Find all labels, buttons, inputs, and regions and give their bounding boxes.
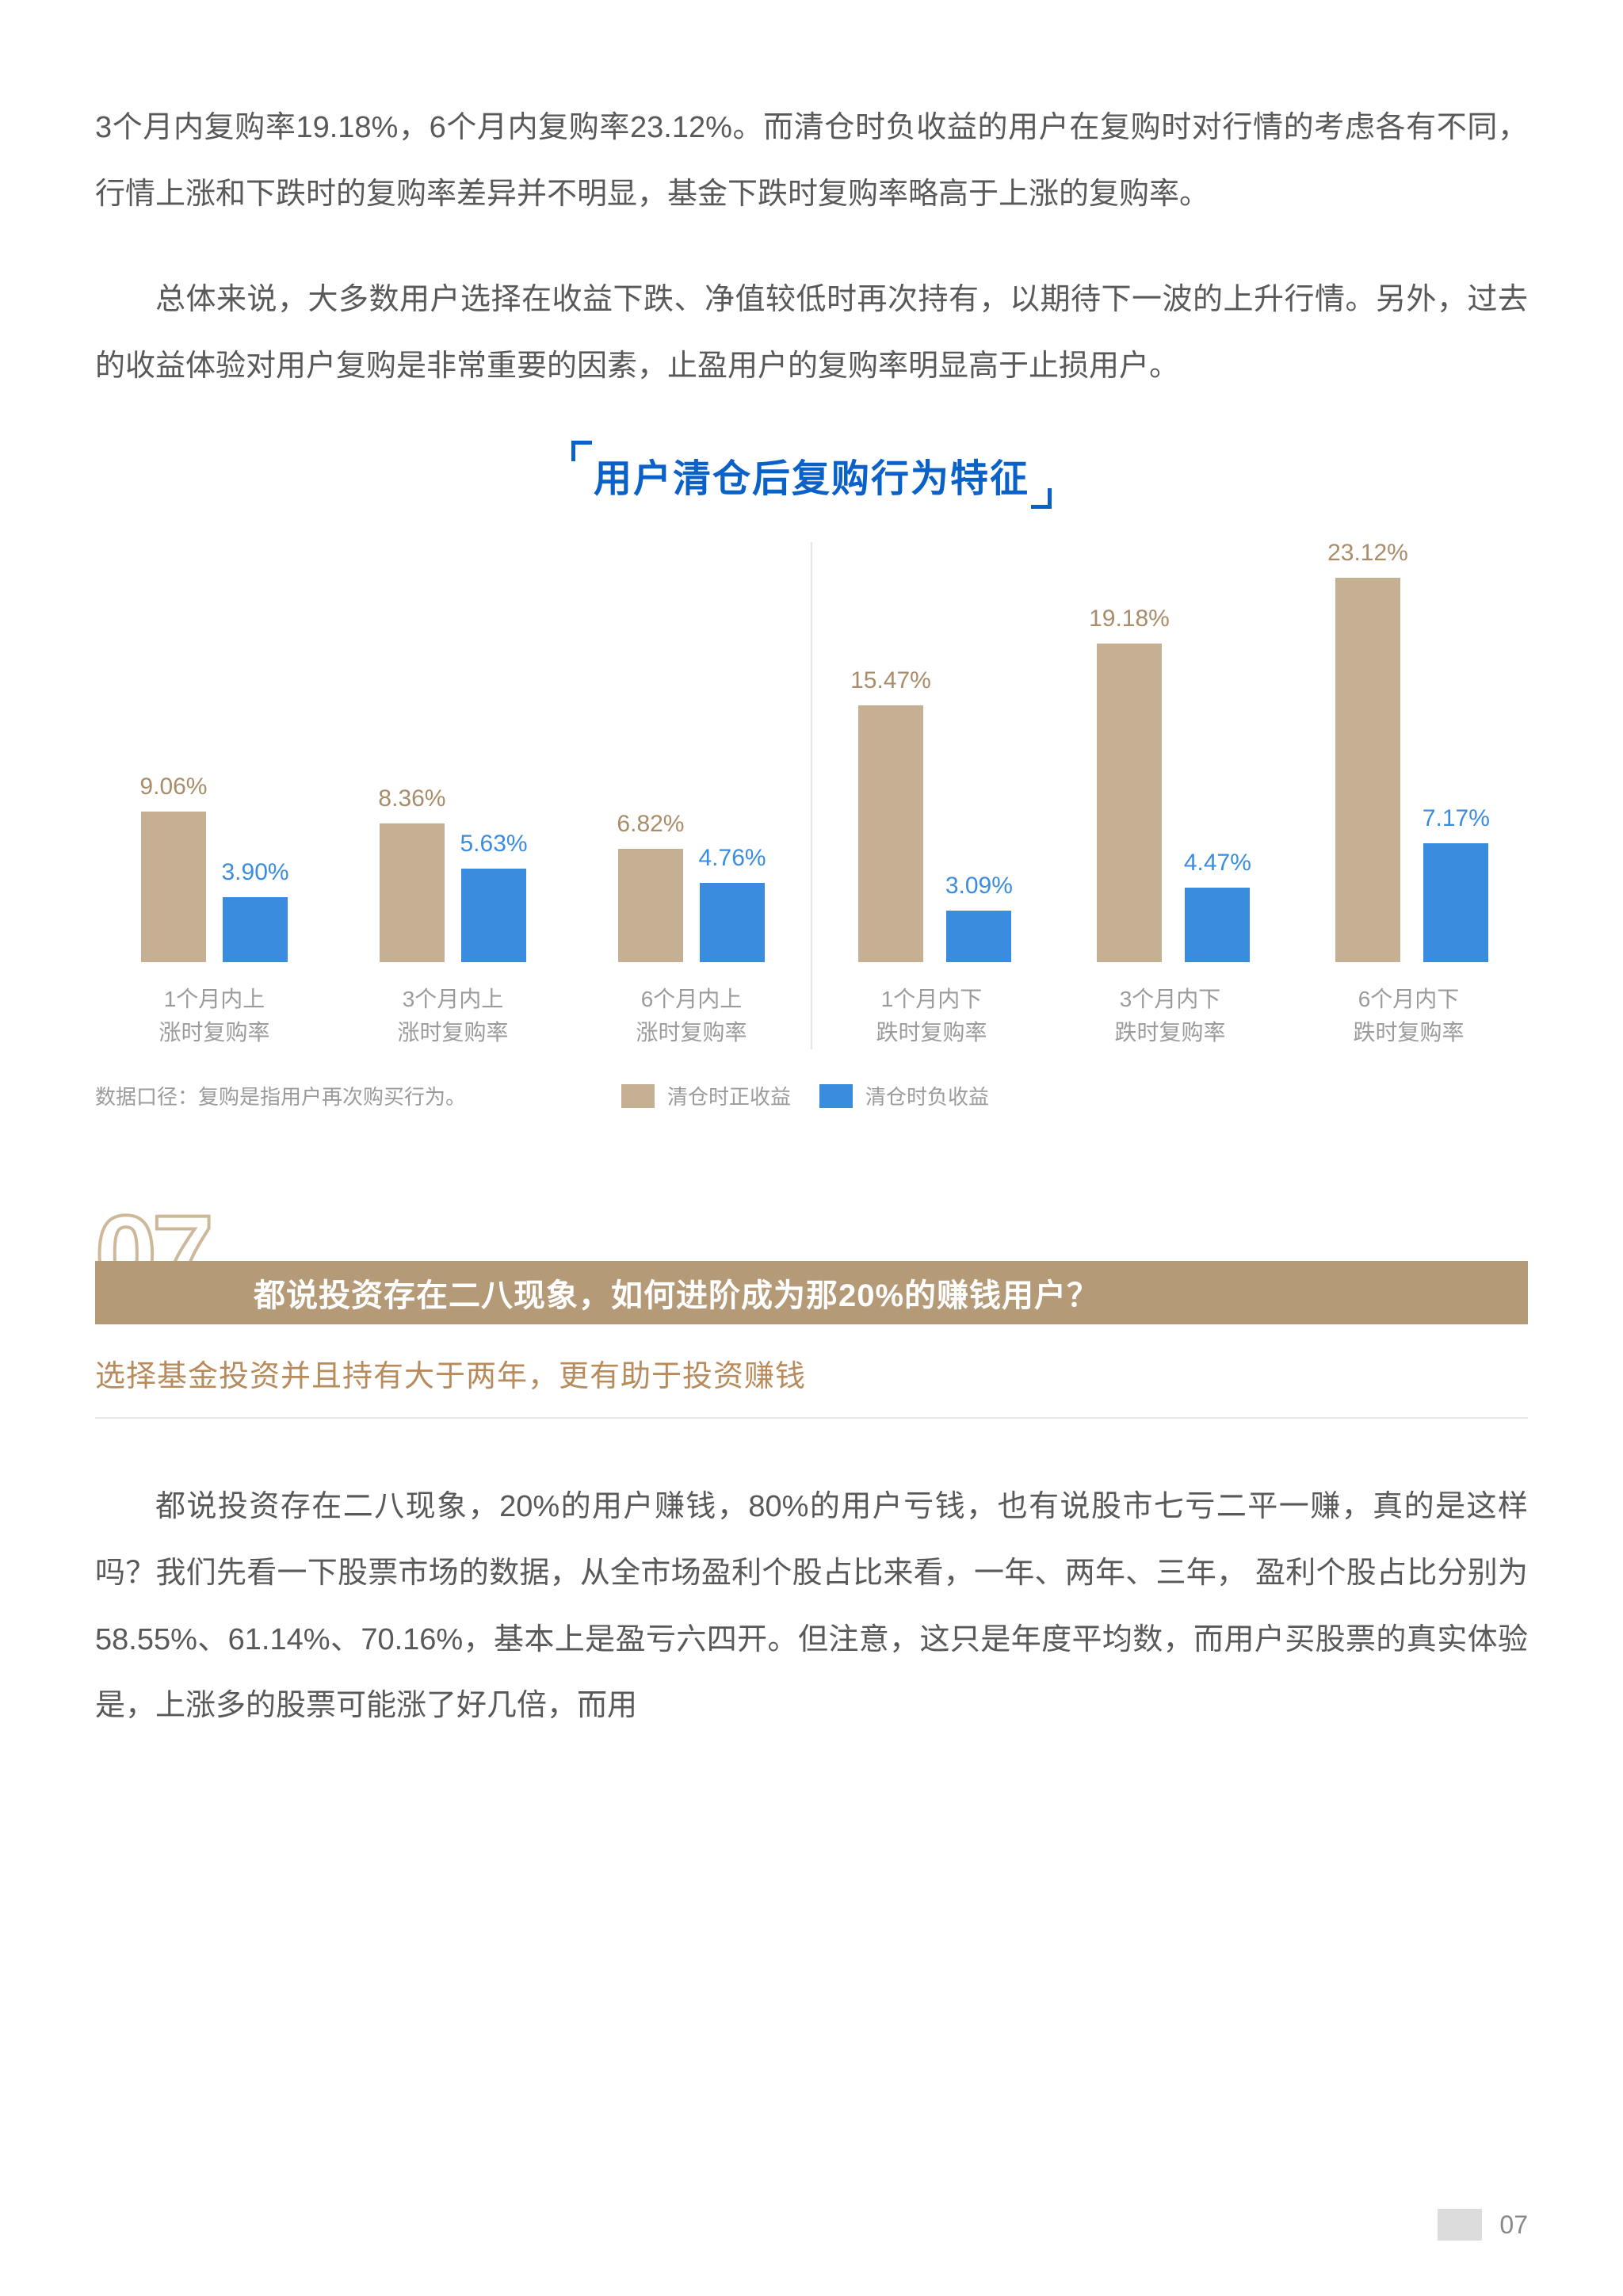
bar-value-label: 5.63% bbox=[460, 831, 528, 858]
bar-positive: 23.12% bbox=[1327, 540, 1408, 962]
bar bbox=[141, 812, 206, 962]
legend-negative: 清仓时负收益 bbox=[819, 1081, 989, 1110]
section-title: 都说投资存在二八现象，如何进阶成为那20%的赚钱用户？ bbox=[254, 1270, 1099, 1316]
x-axis-label: 6个月内下跌时复购率 bbox=[1353, 983, 1464, 1049]
x-axis-label: 6个月内上涨时复购率 bbox=[636, 983, 747, 1049]
bar-value-label: 3.90% bbox=[222, 859, 289, 886]
bar bbox=[461, 869, 526, 962]
bar-positive: 6.82% bbox=[617, 811, 684, 962]
bar-value-label: 6.82% bbox=[617, 811, 684, 838]
bar bbox=[618, 849, 683, 962]
bar-value-label: 4.47% bbox=[1184, 850, 1251, 877]
bar bbox=[1335, 578, 1400, 962]
page-number: 07 bbox=[1438, 2209, 1528, 2241]
legend-negative-label: 清仓时负收益 bbox=[865, 1081, 989, 1110]
chart-title-text: 用户清仓后复购行为特征 bbox=[594, 458, 1029, 500]
bar bbox=[700, 883, 765, 962]
bar-negative: 3.90% bbox=[222, 859, 289, 962]
bar-group-holder: 8.36% 5.63% 3个月内上涨时复购率 bbox=[378, 785, 527, 1049]
intro-para-1: 3个月内复购率19.18%，6个月内复购率23.12%。而清仓时负收益的用户在复… bbox=[95, 95, 1528, 227]
section-title-bar: 都说投资存在二八现象，如何进阶成为那20%的赚钱用户？ bbox=[95, 1261, 1528, 1324]
bar-positive: 19.18% bbox=[1089, 606, 1170, 962]
bar-group-holder: 6.82% 4.76% 6个月内上涨时复购率 bbox=[617, 811, 766, 1049]
legend-positive-label: 清仓时正收益 bbox=[667, 1081, 791, 1110]
bar-group-holder: 9.06% 3.90% 1个月内上涨时复购率 bbox=[139, 774, 288, 1049]
bar-value-label: 7.17% bbox=[1423, 805, 1490, 832]
legend-swatch-positive-icon bbox=[621, 1084, 655, 1108]
legend-swatch-negative-icon bbox=[819, 1084, 853, 1108]
bar-group: 9.06% 3.90% bbox=[139, 774, 288, 962]
bar-negative: 4.47% bbox=[1184, 850, 1251, 962]
chart-title-wrap: 用户清仓后复购行为特征 bbox=[95, 447, 1528, 502]
x-axis-label: 1个月内下跌时复购率 bbox=[876, 983, 987, 1049]
bar-negative: 5.63% bbox=[460, 831, 528, 962]
bar-positive: 8.36% bbox=[378, 785, 445, 962]
bar-group: 15.47% 3.09% bbox=[850, 667, 1013, 962]
bar bbox=[1185, 888, 1250, 962]
bar-group: 6.82% 4.76% bbox=[617, 811, 766, 962]
bar-group-holder: 15.47% 3.09% 1个月内下跌时复购率 bbox=[850, 667, 1013, 1049]
section-divider bbox=[95, 1417, 1528, 1419]
bar-group: 8.36% 5.63% bbox=[378, 785, 527, 962]
chart-footnote: 数据口径：复购是指用户再次购买行为。 bbox=[95, 1081, 466, 1110]
bar-group: 19.18% 4.47% bbox=[1089, 606, 1251, 962]
bar-positive: 15.47% bbox=[850, 667, 931, 962]
section-subtitle: 选择基金投资并且持有大于两年，更有助于投资赚钱 bbox=[95, 1351, 1528, 1395]
bar-group-holder: 23.12% 7.17% 6个月内下跌时复购率 bbox=[1327, 540, 1490, 1049]
bar bbox=[858, 705, 923, 962]
bar bbox=[1097, 644, 1162, 962]
bar-negative: 4.76% bbox=[699, 845, 766, 962]
x-axis-label: 3个月内下跌时复购率 bbox=[1114, 983, 1225, 1049]
section-header: 07 都说投资存在二八现象，如何进阶成为那20%的赚钱用户？ bbox=[95, 1221, 1528, 1324]
bar-value-label: 15.47% bbox=[850, 667, 931, 694]
bar bbox=[1423, 843, 1488, 962]
corner-bottom-right-icon bbox=[1031, 488, 1052, 509]
bar-positive: 9.06% bbox=[139, 774, 207, 962]
x-axis-label: 1个月内上涨时复购率 bbox=[158, 983, 269, 1049]
body-para-3: 都说投资存在二八现象，20%的用户赚钱，80%的用户亏钱，也有说股市七亏二平一赚… bbox=[95, 1474, 1528, 1739]
bar-negative: 3.09% bbox=[945, 873, 1013, 962]
x-axis-label: 3个月内上涨时复购率 bbox=[397, 983, 508, 1049]
bar-value-label: 23.12% bbox=[1327, 540, 1408, 567]
bar-group-holder: 19.18% 4.47% 3个月内下跌时复购率 bbox=[1089, 606, 1251, 1049]
intro-para-2: 总体来说，大多数用户选择在收益下跌、净值较低时再次持有，以期待下一波的上升行情。… bbox=[95, 267, 1528, 399]
bar bbox=[223, 897, 288, 962]
chart-title: 用户清仓后复购行为特征 bbox=[576, 447, 1047, 502]
bar-value-label: 9.06% bbox=[139, 774, 207, 800]
page-number-text: 07 bbox=[1499, 2210, 1528, 2240]
bar-negative: 7.17% bbox=[1423, 805, 1490, 962]
chart-panel-up: 9.06% 3.90% 1个月内上涨时复购率 8.36% 5.63% 3个月内上涨时复购率… bbox=[95, 542, 811, 1049]
chart-panel-down: 15.47% 3.09% 1个月内下跌时复购率 19.18% 4.47% 3个月内下跌时复… bbox=[811, 542, 1528, 1049]
legend-positive: 清仓时正收益 bbox=[621, 1081, 791, 1110]
bar-value-label: 19.18% bbox=[1089, 606, 1170, 632]
page-number-box-icon bbox=[1438, 2209, 1482, 2241]
repurchase-chart: 9.06% 3.90% 1个月内上涨时复购率 8.36% 5.63% 3个月内上涨时复购率… bbox=[95, 542, 1528, 1049]
bar bbox=[946, 911, 1011, 962]
chart-legend: 数据口径：复购是指用户再次购买行为。 清仓时正收益 清仓时负收益 bbox=[95, 1081, 1528, 1110]
bar-value-label: 8.36% bbox=[378, 785, 445, 812]
bar bbox=[380, 823, 445, 962]
bar-group: 23.12% 7.17% bbox=[1327, 540, 1490, 962]
bar-value-label: 3.09% bbox=[945, 873, 1013, 900]
corner-top-left-icon bbox=[571, 441, 592, 461]
bar-value-label: 4.76% bbox=[699, 845, 766, 872]
